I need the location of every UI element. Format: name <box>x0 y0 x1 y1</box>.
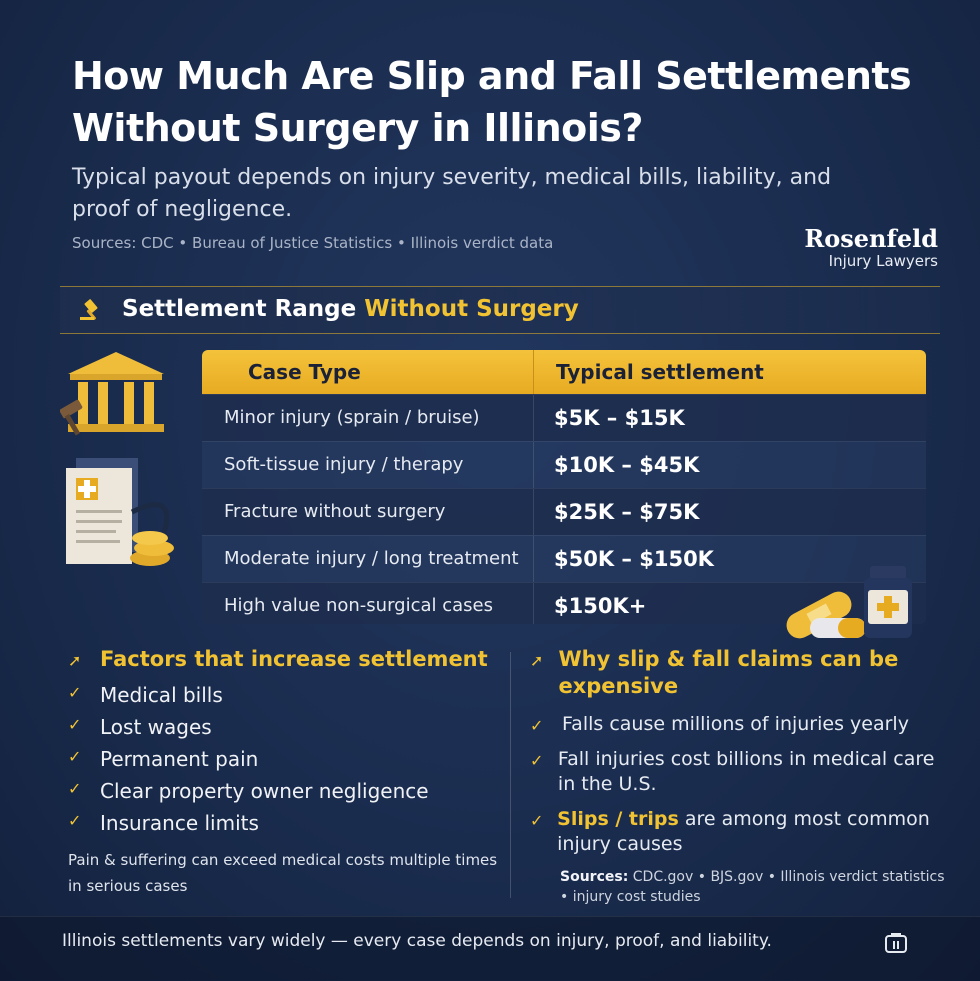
page-title: How Much Are Slip and Fall Settlements W… <box>72 54 912 150</box>
case-type-cell: Minor injury (sprain / bruise) <box>202 395 534 441</box>
logo-subtitle: Injury Lawyers <box>828 252 938 270</box>
medical-document-icon <box>66 458 174 566</box>
list-item: ✓ Falls cause millions of injuries yearly <box>530 712 950 737</box>
check-icon: ✓ <box>68 683 82 702</box>
settlement-cell: $50K – $150K <box>554 547 714 571</box>
factors-title: Factors that increase settlement <box>100 647 488 671</box>
settlement-cell: $150K+ <box>554 594 647 618</box>
factor-text: Lost wages <box>100 715 212 739</box>
why-bold: Slips / trips <box>557 808 679 830</box>
section-title-yellow: Without Surgery <box>364 296 579 322</box>
settlement-cell: $10K – $45K <box>554 453 700 477</box>
factor-text: Insurance limits <box>100 811 259 835</box>
footer-text: Illinois settlements vary widely — every… <box>62 931 772 951</box>
column-divider <box>510 652 511 898</box>
list-item: ✓ Fall injuries cost billions in medical … <box>530 747 950 797</box>
case-type-cell: High value non-surgical cases <box>202 583 534 624</box>
table-row: Minor injury (sprain / bruise) $5K – $15… <box>202 394 926 441</box>
trend-arrow-icon: ➚ <box>530 651 544 670</box>
header-typical-settlement: Typical settlement <box>556 360 764 384</box>
case-type-cell: Fracture without surgery <box>202 489 534 535</box>
logo-name: Rosenfeld <box>804 224 938 253</box>
settlement-cell: $25K – $75K <box>554 500 700 524</box>
why-header: ➚ Why slip & fall claims can be expensiv… <box>530 646 950 700</box>
section-header: Settlement Range Without Surgery <box>60 286 940 334</box>
check-icon: ✓ <box>68 811 82 830</box>
factors-list: ✓ Medical bills ✓ Lost wages ✓ Permanent pa… <box>68 679 498 839</box>
courthouse-icon <box>60 352 164 436</box>
case-type-cell: Soft-tissue injury / therapy <box>202 442 534 488</box>
list-item: ✓ Clear property owner negligence <box>68 775 498 807</box>
factors-column: ➚ Factors that increase settlement ✓ Medi… <box>68 646 498 899</box>
check-icon: ✓ <box>68 747 82 766</box>
list-item: ✓ Slips / trips are among most common inj… <box>530 807 950 857</box>
why-sources-label: Sources: <box>560 869 629 885</box>
why-sources: Sources: CDC.gov • BJS.gov • Illinois ve… <box>530 867 950 907</box>
factor-text: Permanent pain <box>100 747 259 771</box>
camera-icon <box>885 933 907 953</box>
table-body: Minor injury (sprain / bruise) $5K – $15… <box>202 394 926 624</box>
table-row: High value non-surgical cases $150K+ <box>202 582 926 624</box>
list-item: ✓ Insurance limits <box>68 807 498 839</box>
why-text: Fall injuries cost billions in medical c… <box>558 747 950 797</box>
header-case-type: Case Type <box>202 350 534 394</box>
settlement-cell: $5K – $15K <box>554 406 685 430</box>
check-icon: ✓ <box>68 779 82 798</box>
section-title-white: Settlement Range <box>122 296 365 322</box>
why-title: Why slip & fall claims can be expensive <box>558 647 899 698</box>
factor-text: Clear property owner negligence <box>100 779 429 803</box>
factors-header: ➚ Factors that increase settlement <box>68 646 498 673</box>
gavel-icon <box>80 299 98 320</box>
table-row: Fracture without surgery $25K – $75K <box>202 488 926 535</box>
table-row: Soft-tissue injury / therapy $10K – $45K <box>202 441 926 488</box>
settlement-table: Case Type Typical settlement Minor injur… <box>202 350 926 624</box>
pain-suffering-note: Pain & suffering can exceed medical cost… <box>68 851 498 895</box>
header-sources: Sources: CDC • Bureau of Justice Statist… <box>72 234 554 252</box>
bandage-icon <box>786 566 912 639</box>
check-icon: ✓ <box>530 716 544 735</box>
why-sources-text: CDC.gov • BJS.gov • Illinois verdict sta… <box>560 869 945 905</box>
factor-text: Medical bills <box>100 683 223 707</box>
trend-arrow-icon: ➚ <box>68 651 82 670</box>
page-subtitle: Typical payout depends on injury severit… <box>72 165 832 222</box>
why-rest: Fall injuries cost billions in medical c… <box>557 748 935 795</box>
why-column: ➚ Why slip & fall claims can be expensiv… <box>530 646 950 907</box>
section-title: Settlement Range Without Surgery <box>122 296 579 322</box>
rosenfeld-logo: Rosenfeld Injury Lawyers <box>804 224 938 271</box>
list-item: ✓ Medical bills <box>68 679 498 711</box>
why-list: ✓ Falls cause millions of injuries yearly… <box>530 712 950 857</box>
why-text: Falls cause millions of injuries yearly <box>562 712 909 737</box>
table-row: Moderate injury / long treatment $50K – … <box>202 535 926 582</box>
check-icon: ✓ <box>530 751 544 770</box>
medicine-bottle-icon <box>864 566 912 638</box>
list-item: ✓ Lost wages <box>68 711 498 743</box>
footer-bar: Illinois settlements vary widely — every… <box>0 916 980 981</box>
case-type-cell: Moderate injury / long treatment <box>202 536 534 582</box>
check-icon: ✓ <box>68 715 82 734</box>
coins-icon <box>130 531 174 566</box>
table-header: Case Type Typical settlement <box>202 350 926 394</box>
why-rest: are among most common injury causes <box>557 808 930 855</box>
list-item: ✓ Permanent pain <box>68 743 498 775</box>
check-icon: ✓ <box>530 811 544 830</box>
why-text: Slips / trips are among most common inju… <box>557 807 950 857</box>
why-rest: Falls cause millions of injuries yearly <box>562 713 909 735</box>
